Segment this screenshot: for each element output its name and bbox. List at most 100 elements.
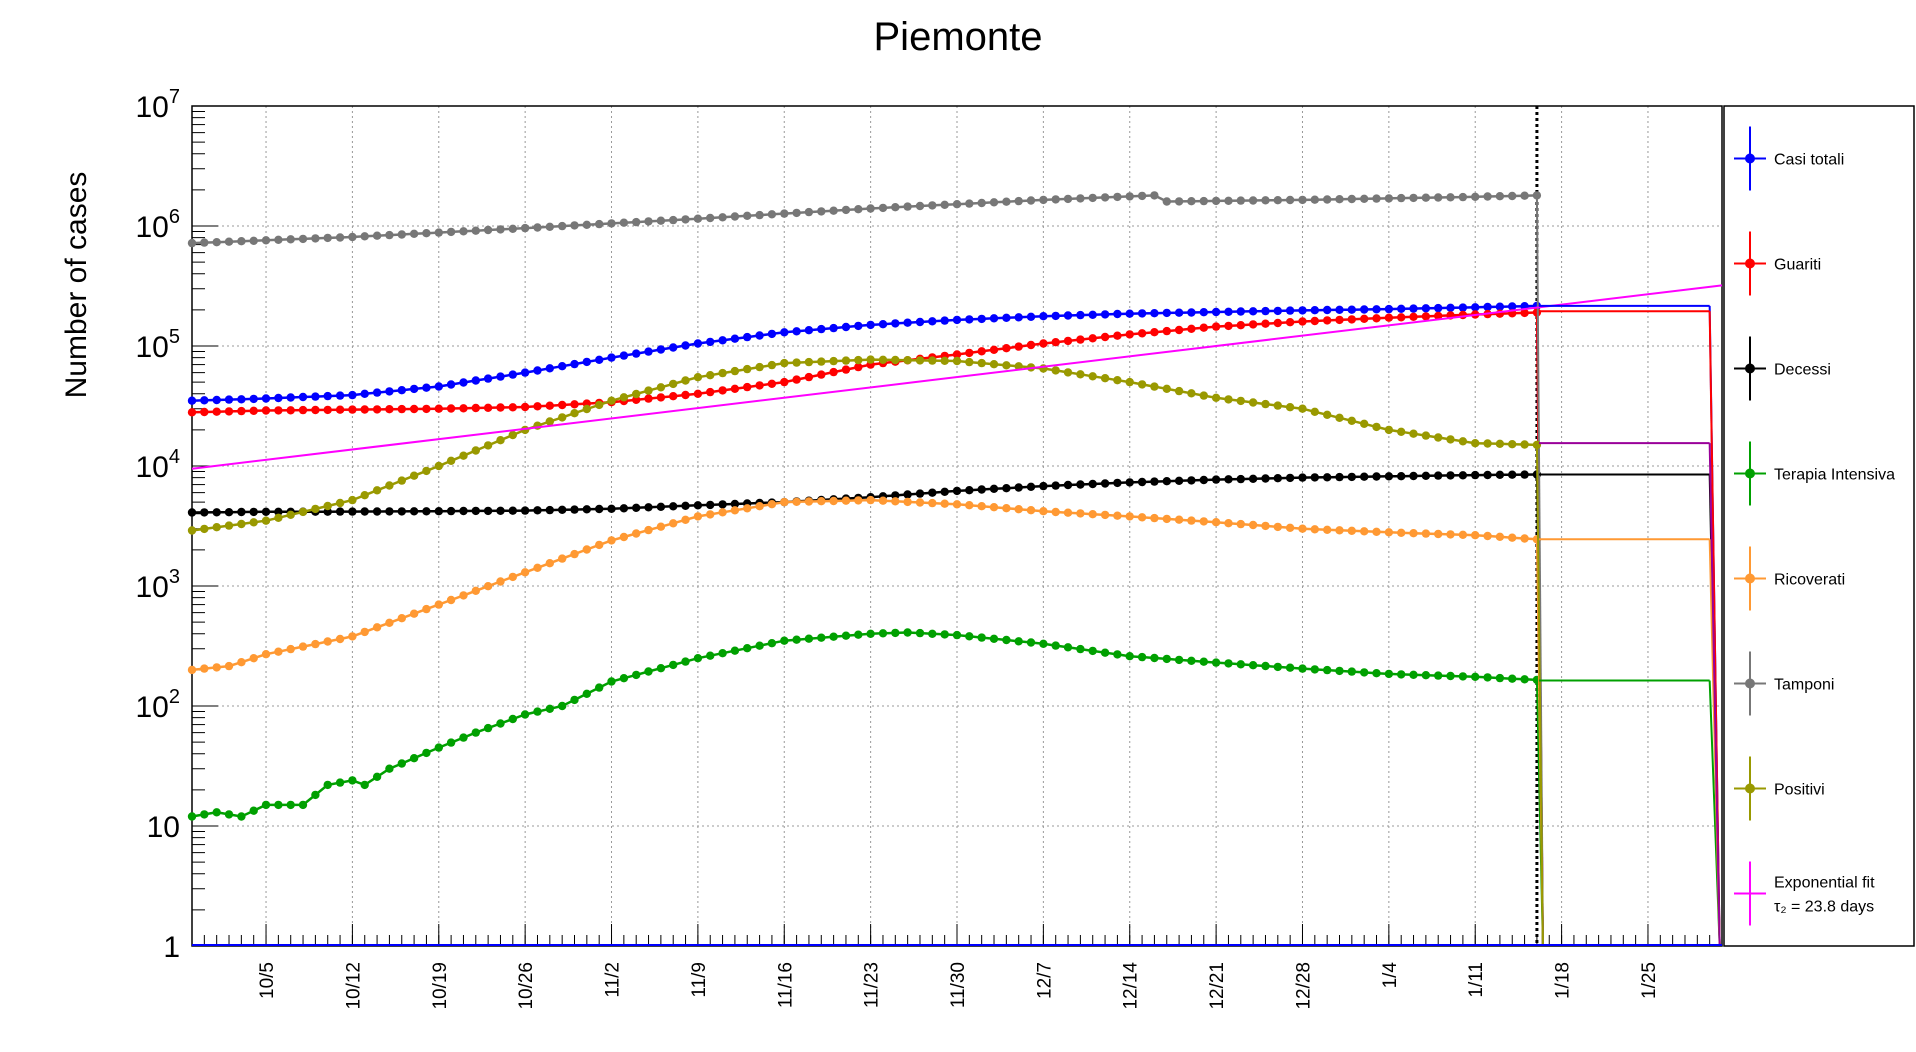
data-point [804, 326, 814, 335]
data-point [915, 628, 925, 638]
data-point [249, 394, 258, 404]
data-point [977, 347, 986, 356]
data-point [1150, 382, 1159, 391]
data-point [274, 647, 283, 656]
data-point [1409, 529, 1418, 538]
data-point [1446, 671, 1455, 681]
data-point [1211, 658, 1221, 667]
data-point [1471, 192, 1480, 201]
data-point [1199, 391, 1209, 400]
data-point [1125, 652, 1134, 661]
data-point [1162, 197, 1172, 206]
data-point [1002, 197, 1011, 206]
data-point [1063, 194, 1073, 204]
data-point [335, 634, 345, 644]
data-point [928, 201, 937, 210]
data-point [385, 764, 394, 773]
data-point [817, 357, 826, 366]
data-point [446, 738, 456, 747]
data-point [1236, 396, 1246, 406]
data-point [483, 506, 493, 516]
data-point [965, 632, 974, 641]
data-point [1248, 661, 1258, 670]
data-point [372, 486, 382, 495]
data-point [644, 525, 653, 535]
data-point [965, 357, 974, 367]
data-point [1384, 528, 1394, 537]
data-point [1224, 196, 1233, 205]
data-point [1137, 477, 1147, 487]
data-point [582, 220, 591, 229]
data-point [385, 481, 394, 490]
data-point [249, 406, 258, 415]
data-point [1495, 532, 1505, 541]
data-point [1508, 674, 1517, 683]
data-point [669, 215, 678, 225]
data-point [1014, 342, 1023, 351]
data-point [1508, 191, 1517, 201]
data-point [792, 327, 801, 336]
data-point [706, 371, 715, 380]
data-point [1248, 398, 1258, 407]
data-point [434, 507, 443, 516]
data-point [570, 409, 579, 418]
data-point [212, 407, 221, 416]
series-line [191, 473, 1537, 514]
data-point [1063, 480, 1073, 490]
data-point [1051, 311, 1060, 321]
data-point [409, 609, 419, 618]
data-point [1323, 316, 1332, 325]
data-point [1458, 471, 1468, 480]
data-point [261, 516, 271, 525]
data-point [520, 568, 530, 577]
data-point [360, 232, 369, 241]
data-point [422, 748, 431, 758]
data-point [1310, 473, 1320, 482]
data-point [1471, 470, 1480, 480]
data-point [706, 510, 715, 519]
series-terapia-intensiva [187, 628, 1544, 947]
data-point [1162, 477, 1172, 486]
data-point [928, 317, 937, 326]
x-tick-label: 11/23 [862, 962, 883, 1008]
data-point [200, 524, 209, 534]
data-point [767, 210, 777, 219]
data-point [730, 334, 740, 343]
data-point [718, 386, 727, 395]
data-point [1002, 484, 1011, 493]
data-point [1248, 307, 1258, 316]
data-point [669, 519, 678, 528]
data-point [693, 501, 703, 510]
data-point [1002, 313, 1011, 322]
data-point [1434, 671, 1443, 680]
data-point [187, 812, 197, 821]
data-point [200, 238, 209, 247]
data-point [1211, 322, 1221, 331]
data-point [422, 229, 431, 238]
data-point [1421, 312, 1431, 321]
data-point [718, 508, 727, 517]
data-point [446, 595, 456, 605]
data-point [1026, 482, 1036, 491]
data-point [1273, 474, 1283, 483]
data-point [1150, 309, 1159, 318]
data-point [1100, 332, 1110, 342]
data-point [1162, 326, 1172, 336]
data-point [261, 236, 271, 245]
data-point [681, 515, 690, 524]
data-point [1335, 305, 1344, 314]
data-point [311, 234, 320, 243]
data-point [1421, 471, 1431, 480]
data-point [1285, 318, 1295, 327]
data-point [656, 393, 666, 402]
data-point [644, 217, 653, 226]
data-point [903, 497, 912, 507]
data-point [200, 508, 209, 517]
data-point [854, 496, 863, 505]
data-point [965, 315, 974, 324]
data-point [743, 644, 752, 653]
data-point [249, 654, 258, 663]
data-point [372, 388, 382, 397]
data-point [1273, 401, 1283, 410]
data-point [891, 497, 900, 506]
